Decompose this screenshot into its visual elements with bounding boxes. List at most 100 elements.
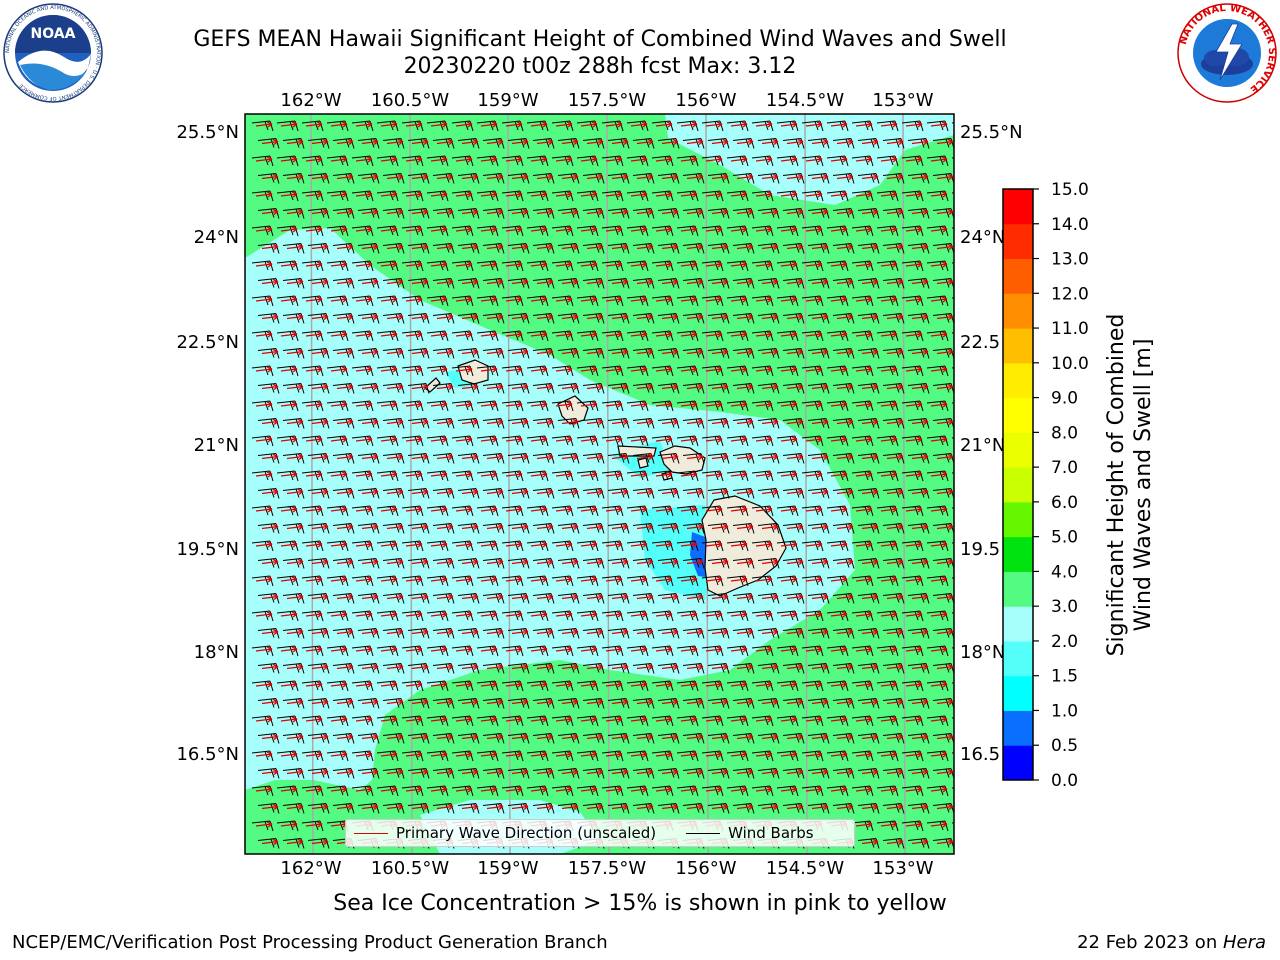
field-marker xyxy=(651,400,674,412)
field-marker xyxy=(701,785,724,797)
field-marker xyxy=(732,383,755,394)
field-marker xyxy=(626,225,649,237)
field-marker xyxy=(276,365,299,377)
field-marker xyxy=(707,418,730,429)
field-marker xyxy=(251,820,274,832)
field-marker xyxy=(632,383,655,394)
field-marker xyxy=(251,540,274,552)
field-marker xyxy=(776,330,799,342)
lon-label-bottom: 153°W xyxy=(872,858,933,879)
field-marker xyxy=(301,190,324,202)
field-marker xyxy=(501,120,524,132)
field-marker xyxy=(532,558,555,569)
field-marker xyxy=(376,190,399,202)
field-marker xyxy=(532,593,555,604)
field-marker xyxy=(657,768,680,779)
field-marker xyxy=(632,663,655,674)
colorbar-segment xyxy=(1003,536,1033,572)
field-marker xyxy=(476,680,499,692)
field-marker xyxy=(776,365,799,377)
field-marker xyxy=(726,155,749,167)
field-marker xyxy=(426,715,449,727)
field-marker xyxy=(276,540,299,552)
field-marker xyxy=(732,208,755,219)
field-marker xyxy=(851,225,874,237)
field-marker xyxy=(826,260,849,272)
field-marker xyxy=(751,190,774,202)
field-marker xyxy=(307,243,330,254)
field-marker xyxy=(701,645,724,657)
field-marker xyxy=(826,610,849,622)
field-marker xyxy=(557,488,580,499)
field-marker xyxy=(326,610,349,622)
field-marker xyxy=(307,348,330,359)
field-marker xyxy=(801,365,824,377)
field-marker xyxy=(582,138,605,149)
field-marker xyxy=(326,295,349,307)
field-marker xyxy=(407,313,430,324)
field-marker xyxy=(901,260,924,272)
field-marker xyxy=(432,138,455,149)
field-marker xyxy=(482,663,505,674)
field-marker xyxy=(607,208,630,219)
lon-label-bottom: 157.5°W xyxy=(568,858,647,879)
field-marker xyxy=(801,505,824,517)
field-marker xyxy=(732,488,755,499)
field-marker xyxy=(307,663,330,674)
field-marker xyxy=(882,208,905,219)
field-marker xyxy=(382,733,405,744)
field-marker xyxy=(457,173,480,184)
field-marker xyxy=(701,330,724,342)
field-marker xyxy=(276,575,299,587)
field-marker xyxy=(901,435,924,447)
field-marker xyxy=(657,313,680,324)
field-marker xyxy=(782,698,805,709)
field-marker xyxy=(657,488,680,499)
colorbar-tick-label: 11.0 xyxy=(1051,319,1089,339)
field-marker xyxy=(432,803,455,814)
field-marker xyxy=(907,663,930,674)
field-marker xyxy=(651,120,674,132)
field-marker xyxy=(401,575,424,587)
field-marker xyxy=(276,120,299,132)
field-marker xyxy=(701,470,724,482)
field-marker xyxy=(251,785,274,797)
field-marker xyxy=(951,192,954,194)
field-marker xyxy=(451,610,474,622)
field-marker xyxy=(707,278,730,289)
field-marker xyxy=(557,383,580,394)
field-marker xyxy=(651,365,674,377)
field-marker xyxy=(632,558,655,569)
field-marker xyxy=(476,575,499,587)
field-marker xyxy=(651,715,674,727)
field-marker xyxy=(901,155,924,167)
field-marker xyxy=(782,593,805,604)
field-marker xyxy=(382,803,405,814)
field-marker xyxy=(332,313,355,324)
field-marker xyxy=(801,715,824,727)
field-marker xyxy=(782,768,805,779)
field-marker xyxy=(482,523,505,534)
field-marker xyxy=(357,208,380,219)
field-marker xyxy=(376,295,399,307)
field-marker xyxy=(851,400,874,412)
field-marker xyxy=(757,348,780,359)
field-marker xyxy=(476,470,499,482)
field-marker xyxy=(601,715,624,727)
field-marker xyxy=(732,803,755,814)
field-marker xyxy=(526,295,549,307)
field-marker xyxy=(682,803,705,814)
field-marker xyxy=(707,243,730,254)
field-marker xyxy=(782,488,805,499)
field-marker xyxy=(951,297,954,299)
field-marker xyxy=(826,155,849,167)
field-marker xyxy=(257,593,280,604)
field-marker xyxy=(401,680,424,692)
field-marker xyxy=(426,785,449,797)
field-marker xyxy=(307,173,330,184)
lon-label-top: 162°W xyxy=(280,90,341,111)
field-marker xyxy=(282,173,305,184)
field-marker xyxy=(851,610,874,622)
field-marker xyxy=(907,453,930,464)
field-marker xyxy=(257,383,280,394)
